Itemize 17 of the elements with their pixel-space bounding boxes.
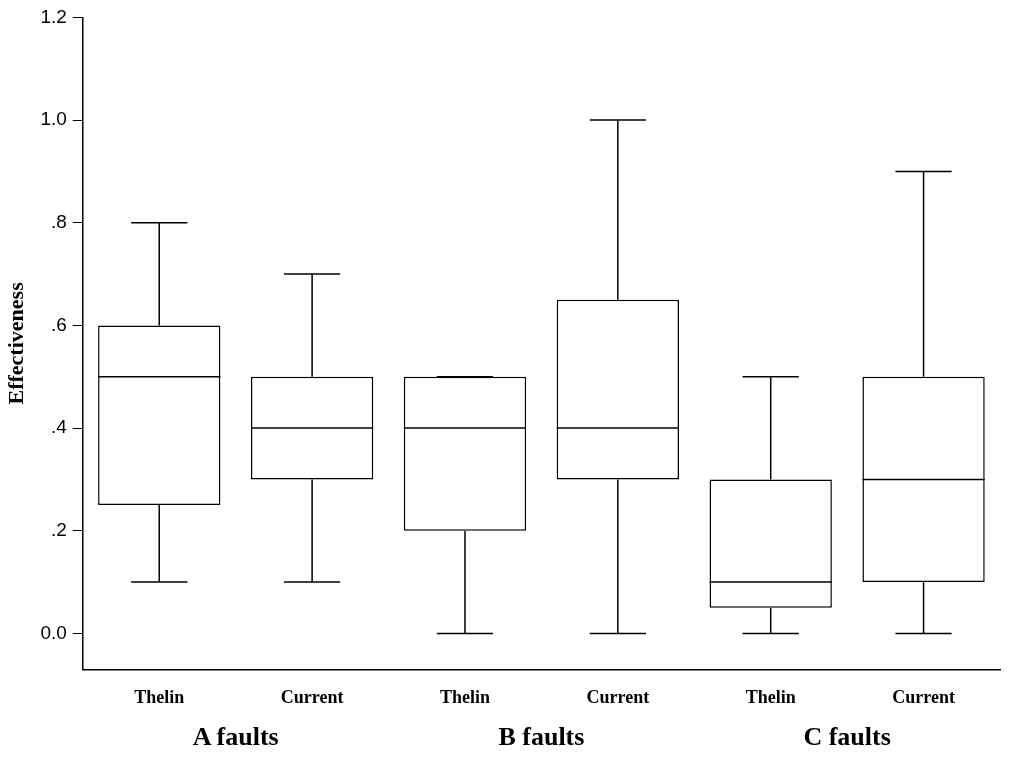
y-tick-label: 1.2 [40,5,67,27]
x-tick-label: Current [280,686,344,707]
x-tick-label: Current [586,686,650,707]
y-tick-label: .8 [50,210,67,232]
y-tick-label: .4 [50,416,68,438]
y-axis-title: Effectiveness [2,281,28,405]
text: B faults [498,722,585,751]
x-tick-label: Thelin [134,686,185,707]
x-tick-label: Thelin [439,686,490,707]
x-tick-label: Thelin [745,686,796,707]
text: C faults [803,722,891,751]
y-tick-label: 0.0 [40,621,67,643]
y-tick-label: .6 [50,313,67,335]
x-tick-label: Current [892,686,955,707]
y-tick-label: 1.0 [40,108,67,130]
y-tick-label: .2 [50,519,67,541]
text: A faults [192,722,279,751]
